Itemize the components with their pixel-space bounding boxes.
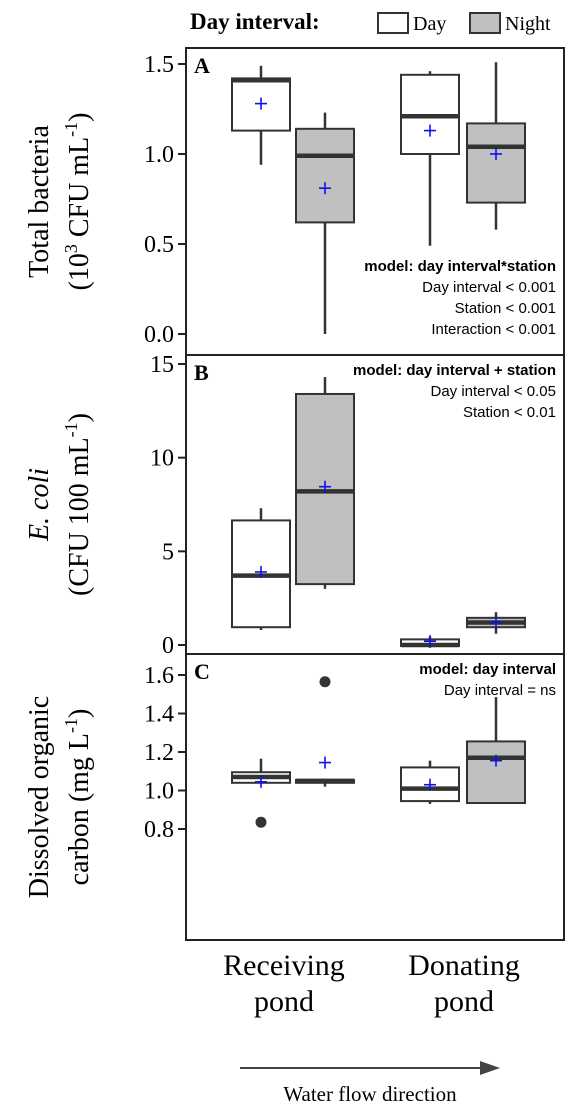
panel-letter: A xyxy=(194,53,210,78)
stats-pvalue-text: Day interval < 0.001 xyxy=(422,279,556,296)
box-donating-day xyxy=(400,71,460,246)
box-receiving-night xyxy=(295,377,355,589)
x-label-receiving-line2: pond xyxy=(254,985,314,1018)
outlier-point xyxy=(255,816,267,828)
box-receiving-day xyxy=(231,65,291,165)
y-axis-label-line2: (103 CFU mL-1) xyxy=(61,112,95,290)
y-tick-label: 0.8 xyxy=(144,817,174,843)
y-tick-label: 1.5 xyxy=(144,52,174,78)
box-body xyxy=(295,127,355,224)
y-axis-label-superscript: 3 xyxy=(61,244,81,253)
y-tick-label: 1.0 xyxy=(144,779,174,805)
box-receiving-day xyxy=(231,758,291,828)
stats-model-text: model: day interval + station xyxy=(353,362,556,379)
legend-title: Day interval: xyxy=(190,9,320,34)
panel-letter: B xyxy=(194,360,209,385)
y-axis-label-line1: E. coli xyxy=(24,468,55,542)
legend-label-night: Night xyxy=(505,13,551,35)
y-axis-label-line1: Dissolved organic xyxy=(24,696,55,898)
stats-pvalue-text: Day interval < 0.05 xyxy=(431,383,557,400)
outlier-point xyxy=(319,676,331,688)
y-axis-label-text: (10 xyxy=(64,253,95,290)
y-axis-label-text: ) xyxy=(64,709,95,718)
y-axis-label-superscript: -1 xyxy=(61,122,81,137)
box-donating-day xyxy=(400,635,460,648)
box-receiving-night xyxy=(295,676,355,787)
stats-model-text: model: day interval*station xyxy=(364,258,556,275)
panel-letter: C xyxy=(194,659,210,684)
y-axis-label-text: ) xyxy=(64,112,95,121)
box-receiving-night xyxy=(295,112,355,334)
y-tick-label: 1.4 xyxy=(144,702,174,728)
box-donating-night xyxy=(466,612,526,634)
y-axis-label-text: carbon (mg L xyxy=(64,733,95,885)
y-tick-label: 0.5 xyxy=(144,232,174,258)
x-label-donating-line2: pond xyxy=(434,985,494,1018)
box-body xyxy=(466,740,526,805)
y-axis-label-line2: (CFU 100 mL-1) xyxy=(61,413,95,596)
box-donating-day xyxy=(400,760,460,804)
legend-label-day: Day xyxy=(413,13,446,35)
box-donating-night xyxy=(466,697,526,805)
y-axis-label-superscript: -1 xyxy=(61,422,81,437)
legend: Day interval: Day Night xyxy=(190,9,551,35)
x-category-labels: Receiving pond Donating pond xyxy=(223,949,520,1018)
stats-pvalue-text: Day interval = ns xyxy=(444,682,556,699)
y-axis-label-text: ) xyxy=(64,413,95,422)
stats-pvalue-text: Station < 0.01 xyxy=(463,404,556,421)
stats-model-text: model: day interval xyxy=(419,661,556,678)
stats-pvalue-text: Station < 0.001 xyxy=(455,300,556,317)
y-tick-label: 5 xyxy=(162,539,174,565)
stats-pvalue-text: Interaction < 0.001 xyxy=(431,321,556,338)
y-axis-label-text: (CFU 100 mL xyxy=(64,437,95,596)
y-tick-label: 15 xyxy=(150,352,174,378)
box-donating-night xyxy=(466,62,526,230)
x-label-receiving-line1: Receiving xyxy=(223,949,345,982)
box-receiving-day xyxy=(231,508,291,631)
y-tick-label: 0 xyxy=(162,633,174,659)
y-tick-label: 1.6 xyxy=(144,663,174,689)
y-tick-label: 10 xyxy=(150,446,174,472)
flow-direction-label: Water flow direction xyxy=(283,1082,457,1106)
y-axis-label-line1: Total bacteria xyxy=(24,125,55,278)
box-body xyxy=(466,122,526,204)
y-tick-label: 0.0 xyxy=(144,322,174,348)
flow-arrow: Water flow direction xyxy=(240,1061,500,1106)
legend-swatch-night xyxy=(469,12,501,34)
legend-swatch-day xyxy=(377,12,409,34)
plot-frame xyxy=(185,653,565,941)
y-axis-label-text: CFU mL xyxy=(64,137,95,244)
y-tick-label: 1.0 xyxy=(144,142,174,168)
y-axis-label-superscript: -1 xyxy=(61,718,81,733)
y-tick-label: 1.2 xyxy=(144,740,174,766)
x-label-donating-line1: Donating xyxy=(408,949,520,982)
flow-arrow-head xyxy=(480,1061,500,1075)
y-axis-label-line2: carbon (mg L-1) xyxy=(61,709,95,886)
